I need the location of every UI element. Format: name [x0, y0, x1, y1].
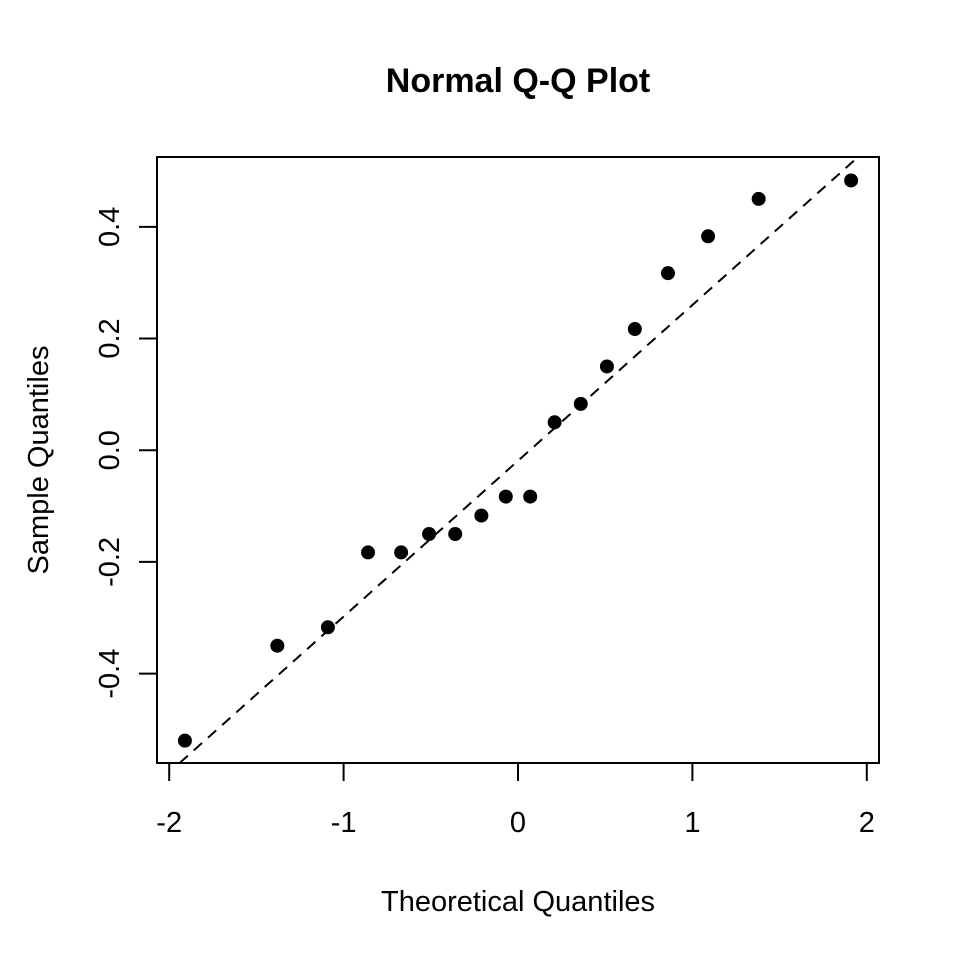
x-tick-label: -2	[156, 807, 182, 839]
data-point	[422, 527, 437, 542]
x-axis-label: Theoretical Quantiles	[381, 886, 655, 918]
data-point	[177, 733, 192, 748]
y-tick-label: 0.0	[94, 430, 126, 470]
data-point	[573, 396, 588, 411]
x-tick-label: 2	[859, 807, 875, 839]
points-group	[177, 173, 859, 748]
qq-reference-line	[178, 156, 859, 764]
chart-title: Normal Q-Q Plot	[386, 62, 650, 100]
data-point	[751, 191, 766, 206]
data-point	[547, 415, 562, 430]
reference-line-group	[178, 156, 859, 764]
data-point	[660, 266, 675, 281]
data-point	[270, 638, 285, 653]
x-tick-label: 0	[510, 807, 526, 839]
data-point	[361, 545, 376, 560]
y-tick-label: -0.4	[94, 649, 126, 699]
data-point	[701, 229, 716, 244]
y-axis-label: Sample Quantiles	[23, 346, 55, 575]
y-tick-label: 0.4	[94, 207, 126, 247]
y-axis: -0.4 -0.2 0.0 0.2 0.4	[94, 207, 158, 699]
data-point	[320, 620, 335, 635]
x-tick-label: 1	[684, 807, 700, 839]
data-point	[474, 508, 489, 523]
data-point	[498, 489, 513, 504]
data-point	[627, 322, 642, 337]
y-tick-label: 0.2	[94, 318, 126, 358]
plot-frame	[156, 156, 880, 764]
x-tick-label: -1	[331, 807, 357, 839]
y-tick-label: -0.2	[94, 537, 126, 587]
data-point	[394, 545, 409, 560]
data-point	[523, 489, 538, 504]
data-point	[599, 359, 614, 374]
data-point	[448, 527, 463, 542]
data-point	[844, 173, 859, 188]
x-axis: -2 -1 0 1 2	[156, 762, 875, 839]
